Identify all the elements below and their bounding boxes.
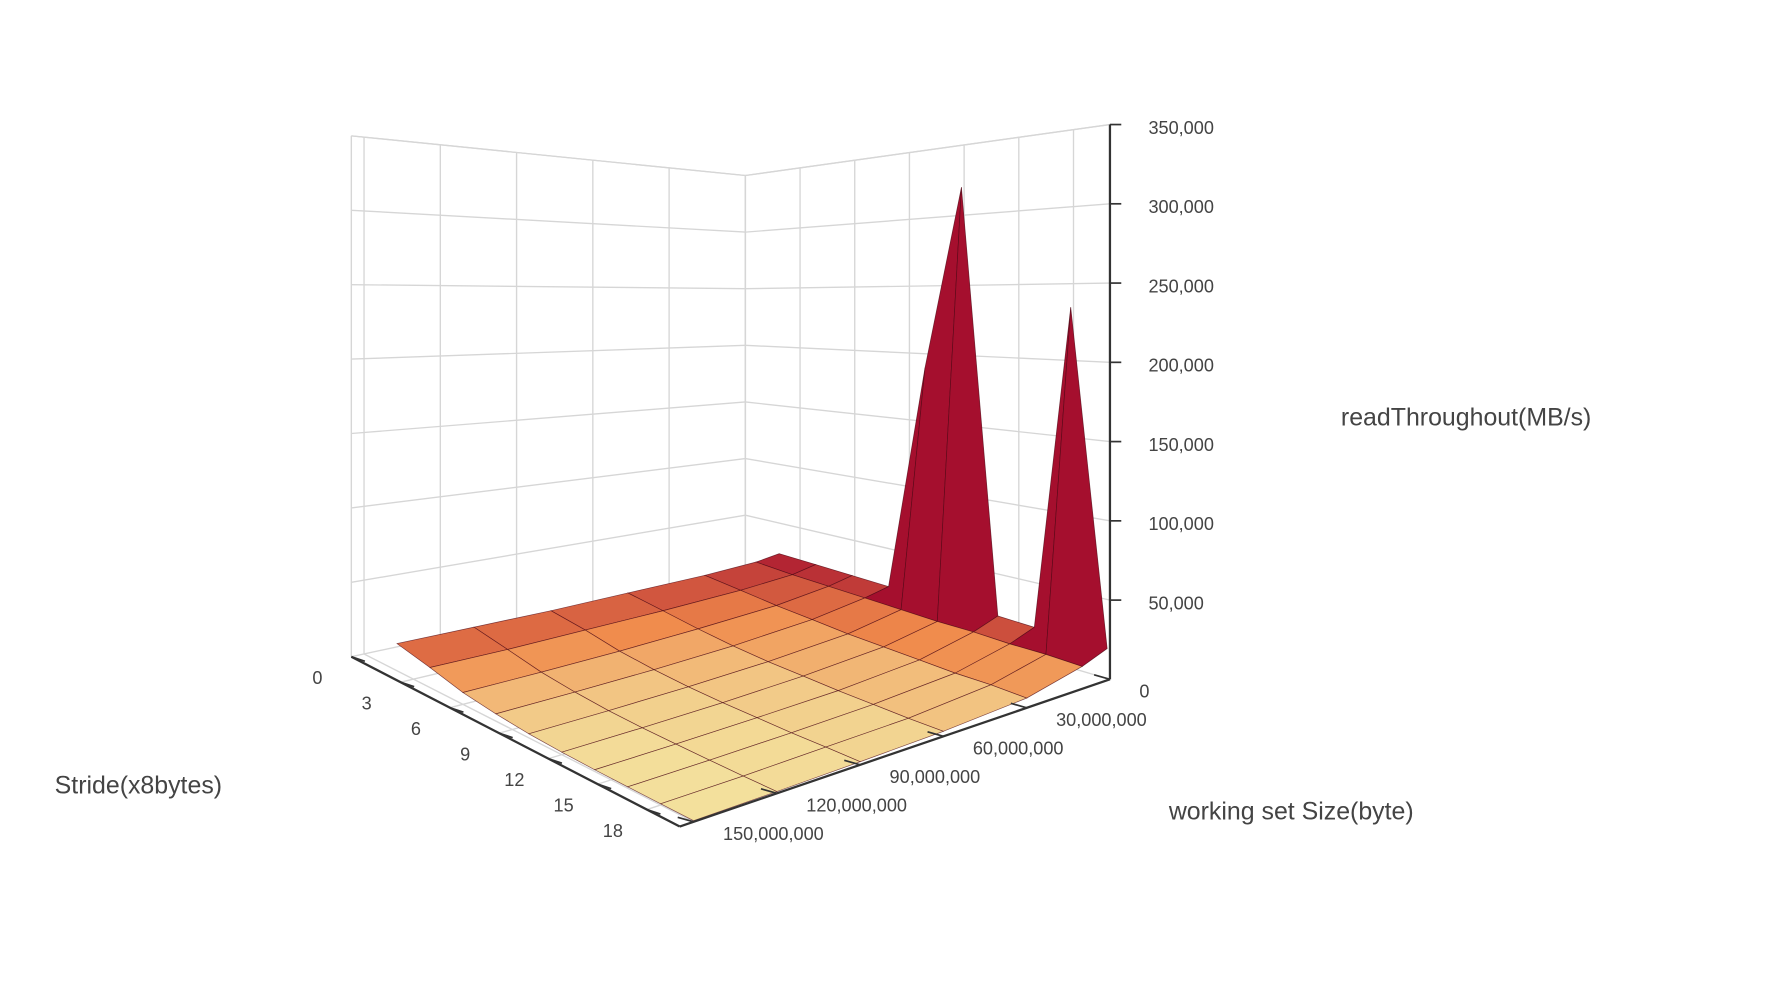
grid-line — [745, 123, 1111, 177]
grid-line — [745, 282, 1110, 290]
y-tick — [927, 730, 944, 738]
x-tick — [400, 681, 415, 688]
z-tick-label: 100,000 — [1148, 514, 1213, 534]
grid-line — [351, 284, 746, 290]
y-tick-label: 120,000,000 — [806, 796, 907, 816]
x-tick — [548, 757, 563, 764]
y-tick-label: 150,000,000 — [723, 824, 824, 844]
y-tick-label: 0 — [1139, 682, 1149, 702]
x-tick-label: 15 — [554, 796, 574, 816]
x-tick — [351, 655, 366, 663]
y-tick-label: 90,000,000 — [890, 767, 981, 787]
z-tick-label: 250,000 — [1148, 276, 1213, 296]
z-axis-title: readThroughout(MB/s) — [1341, 404, 1591, 432]
x-tick — [646, 808, 661, 815]
grid-line — [363, 653, 694, 823]
y-tick — [677, 816, 694, 823]
x-tick — [597, 783, 612, 790]
x-tick-label: 12 — [504, 770, 524, 790]
y-axis-line — [679, 678, 1111, 828]
axes: 0 3 6 9 12 15 18 0 30,000,000 60,000,000 90,000,00… — [312, 118, 1214, 844]
y-tick — [1010, 702, 1027, 709]
z-tick-label: 350,000 — [1148, 118, 1213, 138]
grid-line — [351, 514, 746, 583]
grid-line — [745, 203, 1111, 233]
x-tick-label: 18 — [603, 821, 623, 841]
surface — [396, 187, 1108, 822]
x-tick-label: 6 — [411, 719, 421, 739]
z-tick-label: 300,000 — [1148, 197, 1213, 217]
x-tick-label: 9 — [460, 745, 470, 765]
x-tick-label: 0 — [312, 668, 322, 688]
grid-line — [351, 344, 746, 360]
x-axis-title: Stride(x8bytes) — [55, 772, 222, 800]
y-tick — [844, 759, 861, 766]
z-tick-label: 50,000 — [1148, 593, 1203, 613]
z-tick-label: 200,000 — [1148, 356, 1213, 376]
grid-line — [351, 209, 746, 233]
x-tick-label: 3 — [362, 694, 372, 714]
grid-line — [351, 135, 746, 177]
z-tick-label: 150,000 — [1148, 435, 1213, 455]
x-tick — [498, 732, 513, 739]
y-tick — [1093, 674, 1111, 681]
y-tick — [760, 787, 778, 795]
x-tick — [449, 706, 464, 714]
x-axis-line — [350, 655, 681, 828]
grid-line — [351, 457, 746, 509]
y-tick-label: 60,000,000 — [973, 739, 1064, 759]
grid-line — [351, 401, 746, 435]
y-axis-title: working set Size(byte) — [1168, 798, 1414, 826]
y-tick-label: 30,000,000 — [1056, 710, 1147, 730]
